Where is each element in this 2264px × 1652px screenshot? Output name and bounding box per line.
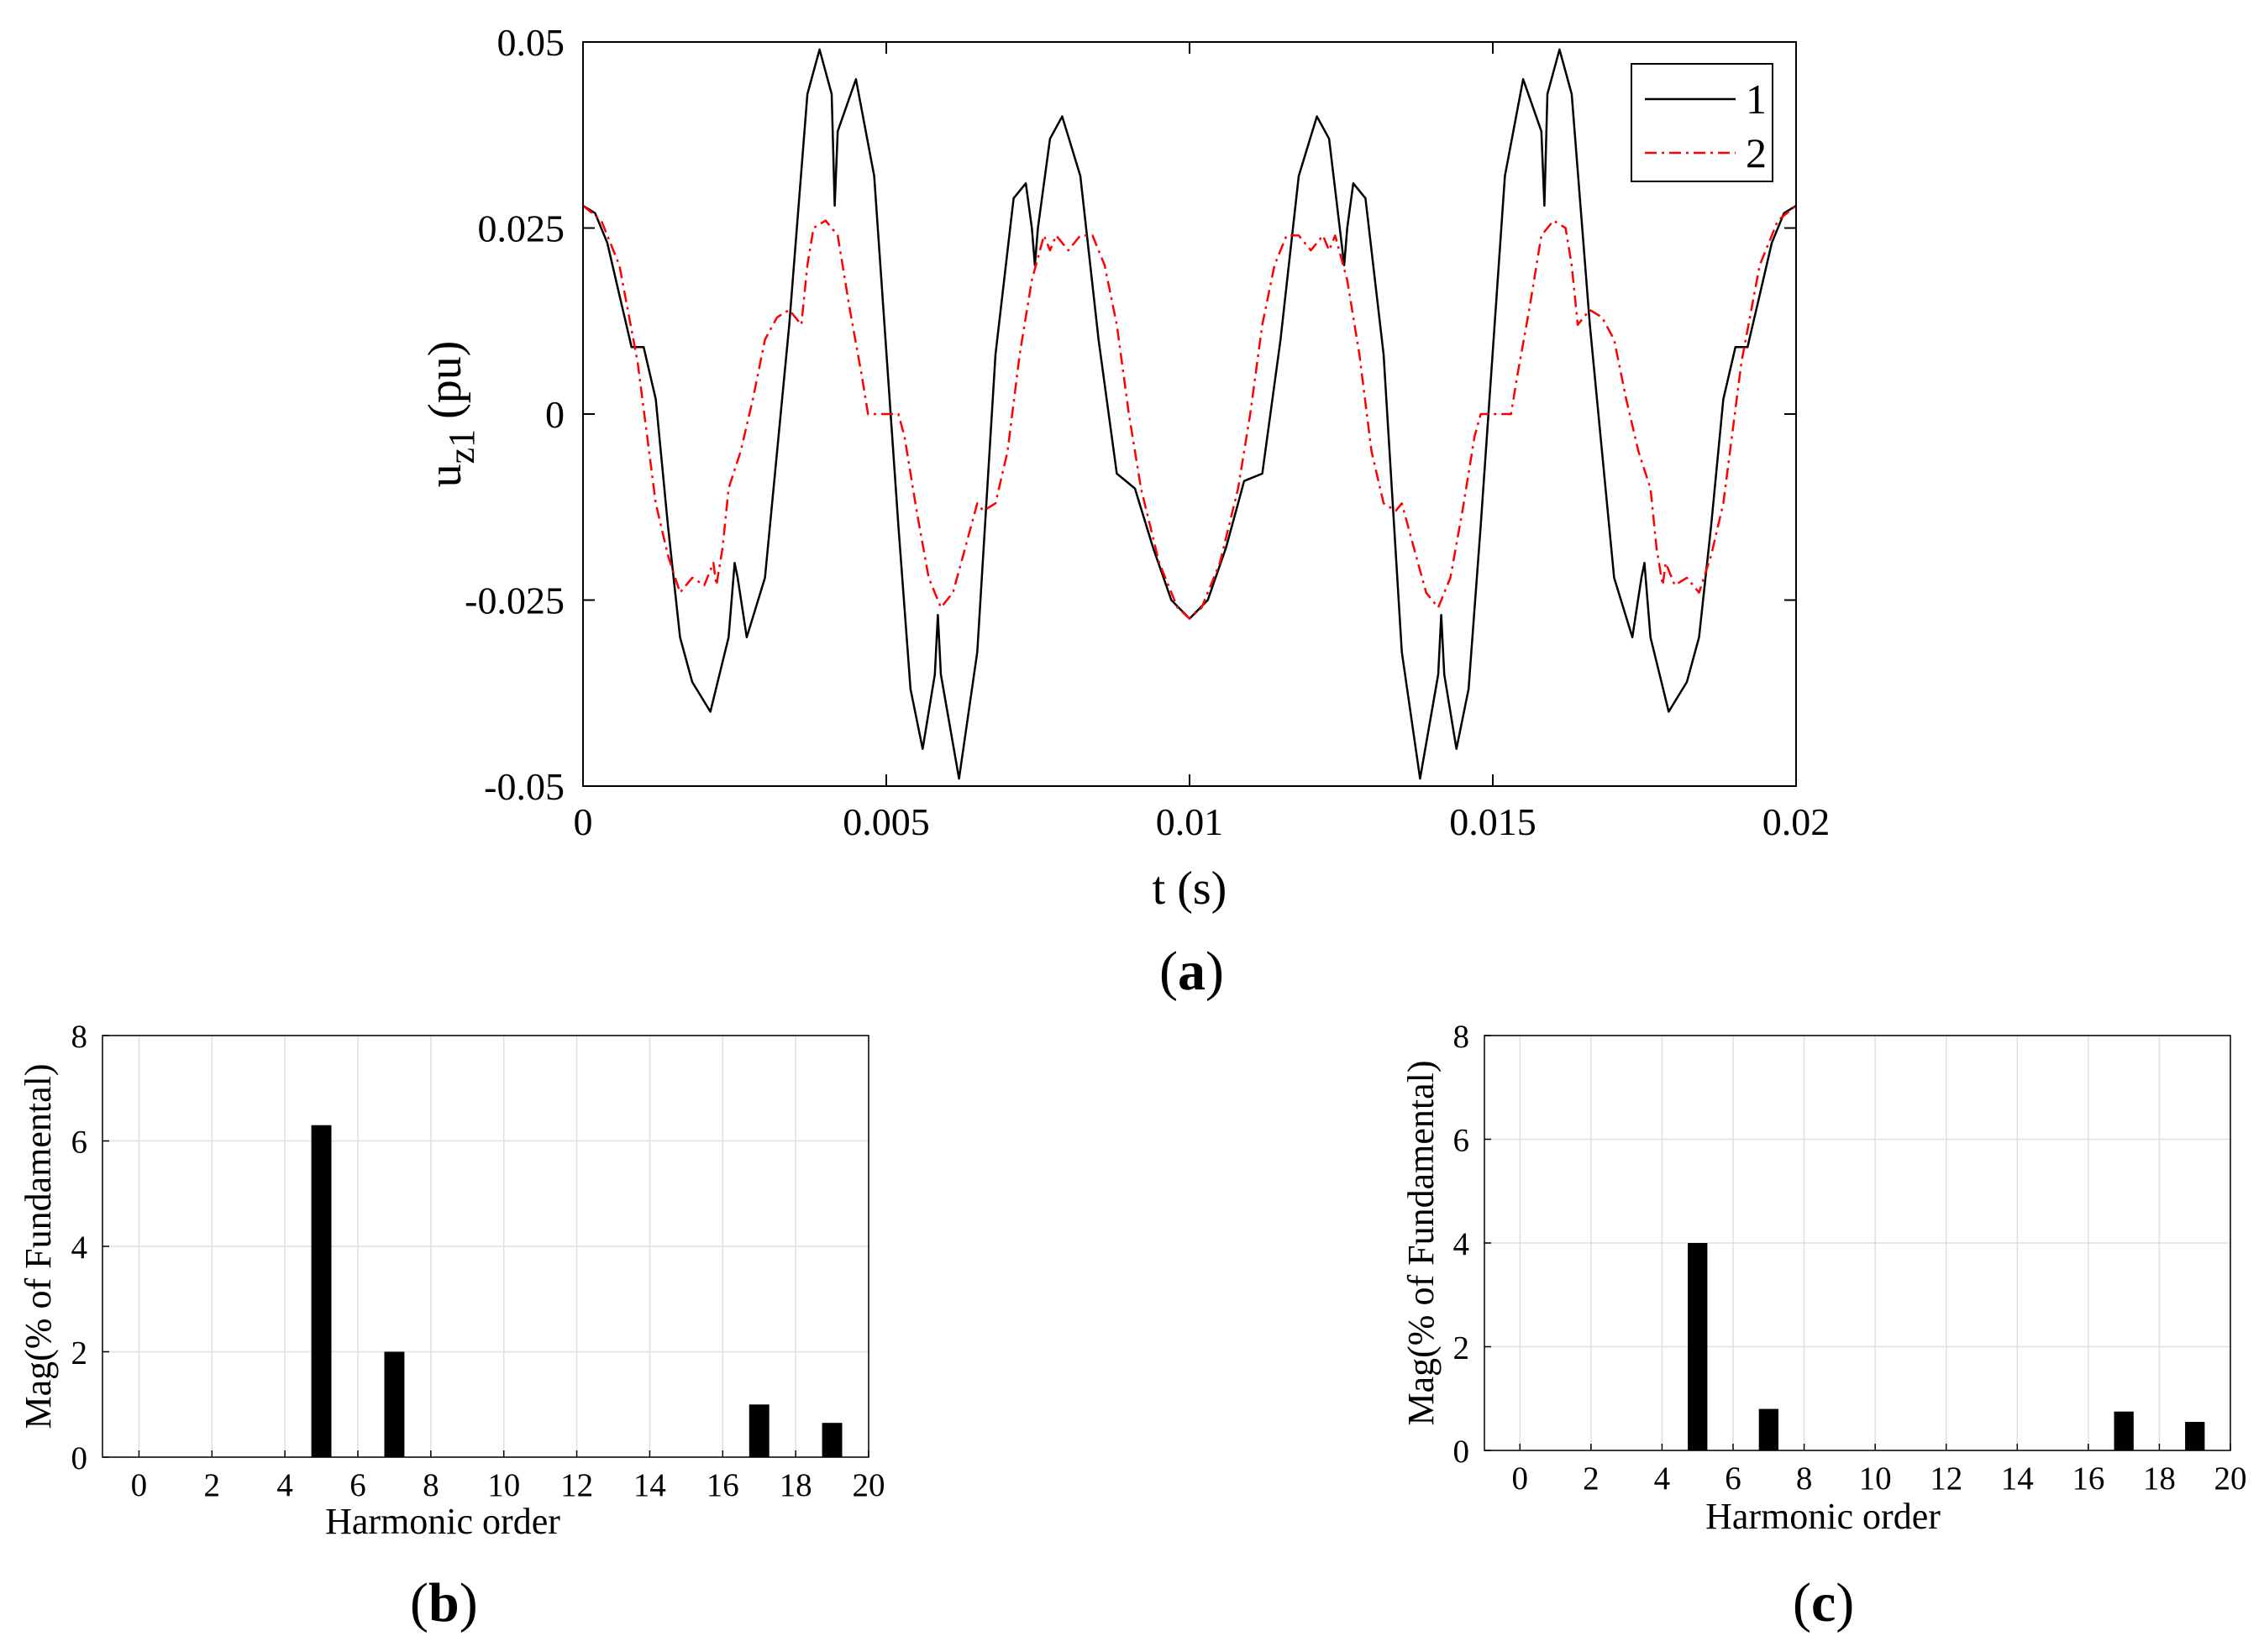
panel-a-xtick-label: 0.015: [1449, 800, 1536, 843]
panel-c-xtick-label: 4: [1654, 1461, 1671, 1497]
panel-label-a: (a): [1159, 941, 1224, 1002]
panel-b-bar-h19: [822, 1423, 843, 1457]
panel-c-xtick-label: 10: [1859, 1461, 1892, 1497]
panel-c-bar-chart: 0 2 4 6 8 10 12 14 16 18 20 0 2 4 6 8 Harmonic order Ma…: [1400, 1019, 2247, 1634]
panel-b-xtick-label: 8: [423, 1467, 439, 1503]
panel-c-bar-h17: [2114, 1411, 2134, 1450]
panel-a-axes-box: [582, 41, 1797, 787]
panel-b-bar-h7: [384, 1351, 405, 1457]
panel-c-ytick-label: 6: [1453, 1123, 1470, 1159]
panel-a-ytick-label: 0.025: [478, 207, 565, 250]
panel-c-y-axis-label: Mag(% of Fundamental): [1400, 1061, 1442, 1426]
panel-b-bar-h5: [311, 1125, 332, 1457]
panel-c-xtick-label: 14: [2001, 1461, 2034, 1497]
panel-a-ytick-label: 0.05: [497, 21, 565, 64]
panel-b-ytick-label: 4: [71, 1230, 88, 1266]
panel-c-xtick-label: 16: [2072, 1461, 2104, 1497]
panel-a-ytick-label: -0.05: [484, 765, 565, 808]
panel-b-bar-chart: 0 2 4 6 8 10 12 14 16 18 20 0 2 4 6 8 Harmonic order Ma…: [18, 1019, 885, 1634]
panel-b-bars: [311, 1125, 843, 1458]
panel-a-xtick-label: 0.02: [1762, 800, 1831, 843]
panel-b-x-axis-label: Harmonic order: [325, 1501, 560, 1542]
panel-a-y-label-sub: z1: [441, 429, 482, 464]
panel-c-xtick-label: 18: [2143, 1461, 2176, 1497]
legend-box: [1631, 63, 1773, 182]
panel-c-axes-box: [1484, 1035, 2231, 1451]
panel-label-c-close: ): [1836, 1572, 1854, 1634]
panel-c-ytick-label: 2: [1453, 1330, 1470, 1366]
panel-b-xtick-label: 16: [707, 1467, 739, 1503]
panel-c-xtick-label: 8: [1796, 1461, 1813, 1497]
panel-c-xtick-label: 12: [1930, 1461, 1962, 1497]
panel-label-b-close: ): [460, 1572, 478, 1634]
panel-c-x-axis-label: Harmonic order: [1705, 1496, 1941, 1537]
panel-b-xtick-label: 12: [560, 1467, 593, 1503]
panel-c-ytick-label: 0: [1453, 1434, 1470, 1470]
panel-b-axes-box: [102, 1035, 869, 1458]
panel-b-ytick-label: 2: [71, 1335, 88, 1371]
panel-c-bar-h7: [1758, 1408, 1778, 1450]
panel-b-xtick-label: 0: [131, 1467, 148, 1503]
panel-b-xtick-label: 10: [487, 1467, 520, 1503]
panel-b-ytick-label: 8: [71, 1019, 88, 1055]
panel-b-xtick-label: 20: [853, 1467, 885, 1503]
panel-a-line-chart: 0 0.005 0.01 0.015 0.02 -0.05 -0.025 0 0.025 0.05…: [419, 21, 1830, 1002]
panel-b-xtick-label: 2: [204, 1467, 221, 1503]
panel-c-bar-h19: [2185, 1422, 2205, 1450]
panel-c-xtick-label: 2: [1583, 1461, 1600, 1497]
panel-a-series: [582, 48, 1797, 780]
legend-label-2: 2: [1746, 129, 1767, 176]
panel-b-xtick-label: 18: [780, 1467, 812, 1503]
panel-label-a-close: ): [1206, 941, 1224, 1002]
panel-a-xtick-label: 0.005: [843, 800, 930, 843]
panel-b-ytick-label: 6: [71, 1125, 88, 1161]
panel-b-y-axis-label: Mag(% of Fundamental): [18, 1064, 59, 1429]
panel-a-x-axis-label: t (s): [1153, 863, 1227, 915]
panel-label-b-open: (: [410, 1572, 428, 1634]
panel-a-y-label-main: u: [419, 464, 471, 487]
series-2-line: [582, 204, 1797, 620]
panel-label-b-letter: b: [428, 1572, 460, 1634]
panel-c-tick-labels: 0 2 4 6 8 10 12 14 16 18 20 0 2 4 6 8: [1453, 1019, 2247, 1497]
panel-b-ytick-label: 0: [71, 1440, 88, 1476]
panel-a-y-axis-label: uz1 (pu): [419, 341, 482, 488]
panel-c-xtick-label: 20: [2214, 1461, 2247, 1497]
panel-a-legend: 1 2: [1631, 63, 1773, 182]
panel-a-xtick-label: 0: [574, 800, 593, 843]
panel-c-xtick-label: 6: [1725, 1461, 1741, 1497]
panel-b-xtick-label: 6: [349, 1467, 366, 1503]
panel-c-bars: [1688, 1243, 2205, 1450]
panel-c-bar-h5: [1688, 1243, 1708, 1450]
series-1-line: [582, 48, 1797, 780]
panel-b-tick-labels: 0 2 4 6 8 10 12 14 16 18 20 0 2 4 6 8: [71, 1019, 885, 1503]
panel-label-c-letter: c: [1811, 1572, 1836, 1634]
panel-a-y-label-unit: (pu): [419, 341, 471, 419]
panel-c-ytick-label: 4: [1453, 1226, 1470, 1262]
panel-a-tick-labels: 0 0.005 0.01 0.015 0.02 -0.05 -0.025 0 0.025 0.05: [465, 21, 1830, 843]
panel-label-c-open: (: [1793, 1572, 1811, 1634]
panel-label-a-open: (: [1159, 941, 1178, 1002]
panel-b-bar-h17: [749, 1404, 770, 1458]
legend-label-1: 1: [1746, 76, 1767, 123]
panel-c-ytick-label: 8: [1453, 1019, 1470, 1055]
panel-b-xtick-label: 4: [276, 1467, 293, 1503]
panel-a-ytick-label: 0: [545, 393, 565, 436]
panel-label-a-letter: a: [1178, 941, 1206, 1002]
panel-b-xtick-label: 14: [633, 1467, 666, 1503]
panel-label-c: (c): [1793, 1572, 1854, 1634]
panel-c-xtick-label: 0: [1512, 1461, 1529, 1497]
panel-label-b: (b): [410, 1572, 478, 1634]
panel-a-ytick-label: -0.025: [465, 580, 565, 622]
panel-a-xtick-label: 0.01: [1156, 800, 1224, 843]
